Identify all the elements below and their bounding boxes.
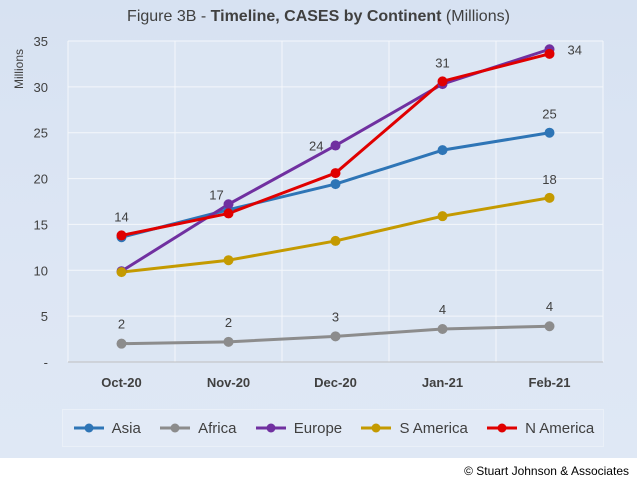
data-point bbox=[330, 168, 341, 179]
chart-legend: Asia Africa Europe S America N America bbox=[62, 409, 604, 447]
data-point bbox=[437, 145, 448, 156]
chart-plot: - 5 10 15 20 25 30 35 Oct-20 Nov-20 Dec-20 Jan-21 Fe… bbox=[34, 34, 604, 390]
data-point bbox=[330, 235, 341, 246]
chart-title: Figure 3B - Timeline, CASES by Continent… bbox=[0, 8, 637, 26]
x-tick-label: Nov-20 bbox=[207, 375, 250, 390]
legend-swatch bbox=[73, 423, 104, 433]
y-tick-label: - bbox=[44, 355, 48, 370]
x-tick-label: Oct-20 bbox=[101, 375, 141, 390]
data-label: 25 bbox=[542, 107, 556, 122]
chart-title-prefix: Figure 3B - bbox=[127, 8, 211, 25]
data-point bbox=[330, 140, 341, 151]
data-point bbox=[437, 76, 448, 87]
legend-item: S America bbox=[359, 419, 468, 437]
legend-swatch bbox=[361, 423, 392, 433]
y-tick-label: 15 bbox=[34, 217, 48, 232]
legend-label: N America bbox=[525, 419, 595, 437]
data-label: 4 bbox=[439, 302, 446, 317]
chart-title-bold: Timeline, CASES by Continent bbox=[210, 8, 442, 25]
legend-swatch bbox=[160, 423, 191, 433]
y-tick-label: 10 bbox=[34, 263, 48, 278]
plot-area bbox=[68, 41, 603, 362]
data-point bbox=[223, 199, 234, 210]
data-point bbox=[544, 48, 555, 59]
y-tick-label: 5 bbox=[41, 309, 48, 324]
data-point bbox=[330, 179, 341, 190]
data-label: 14 bbox=[114, 209, 128, 224]
copyright-notice: © Stuart Johnson & Associates bbox=[464, 464, 629, 478]
data-point bbox=[223, 336, 234, 347]
chart-title-suffix: (Millions) bbox=[441, 8, 510, 25]
data-point bbox=[544, 127, 555, 138]
data-point bbox=[116, 230, 127, 241]
legend-swatch bbox=[255, 423, 286, 433]
data-label: 2 bbox=[225, 315, 232, 330]
y-tick-label: 25 bbox=[34, 126, 48, 141]
data-label: 3 bbox=[332, 309, 339, 324]
data-label: 4 bbox=[546, 299, 553, 314]
data-label: 2 bbox=[118, 317, 125, 332]
legend-label: Asia bbox=[111, 419, 141, 437]
y-tick-label: 35 bbox=[34, 34, 48, 49]
y-tick-label: 20 bbox=[34, 172, 48, 187]
data-point bbox=[544, 192, 555, 203]
x-tick-label: Jan-21 bbox=[422, 375, 463, 390]
data-label: 17 bbox=[209, 187, 223, 202]
data-point bbox=[544, 321, 555, 332]
data-point bbox=[116, 267, 127, 278]
data-point bbox=[223, 208, 234, 219]
data-point bbox=[223, 255, 234, 266]
x-tick-label: Feb-21 bbox=[529, 375, 571, 390]
data-point bbox=[437, 211, 448, 222]
x-tick-label: Dec-20 bbox=[314, 375, 357, 390]
legend-item: Asia bbox=[72, 420, 141, 437]
y-tick-label: 30 bbox=[34, 80, 48, 95]
legend-item: Europe bbox=[254, 420, 342, 437]
legend-label: S America bbox=[399, 419, 468, 437]
legend-label: Europe bbox=[293, 419, 343, 437]
y-axis-label: Millions bbox=[12, 49, 26, 90]
legend-item: N America bbox=[485, 420, 594, 437]
legend-item: Africa bbox=[158, 420, 236, 437]
data-point bbox=[330, 331, 341, 342]
data-point bbox=[116, 338, 127, 349]
data-label: 31 bbox=[435, 55, 449, 70]
data-label: 34 bbox=[568, 42, 582, 57]
legend-swatch bbox=[487, 423, 518, 433]
data-point bbox=[437, 323, 448, 334]
data-label: 18 bbox=[542, 172, 556, 187]
legend-label: Africa bbox=[198, 419, 237, 437]
data-label: 24 bbox=[309, 139, 323, 154]
